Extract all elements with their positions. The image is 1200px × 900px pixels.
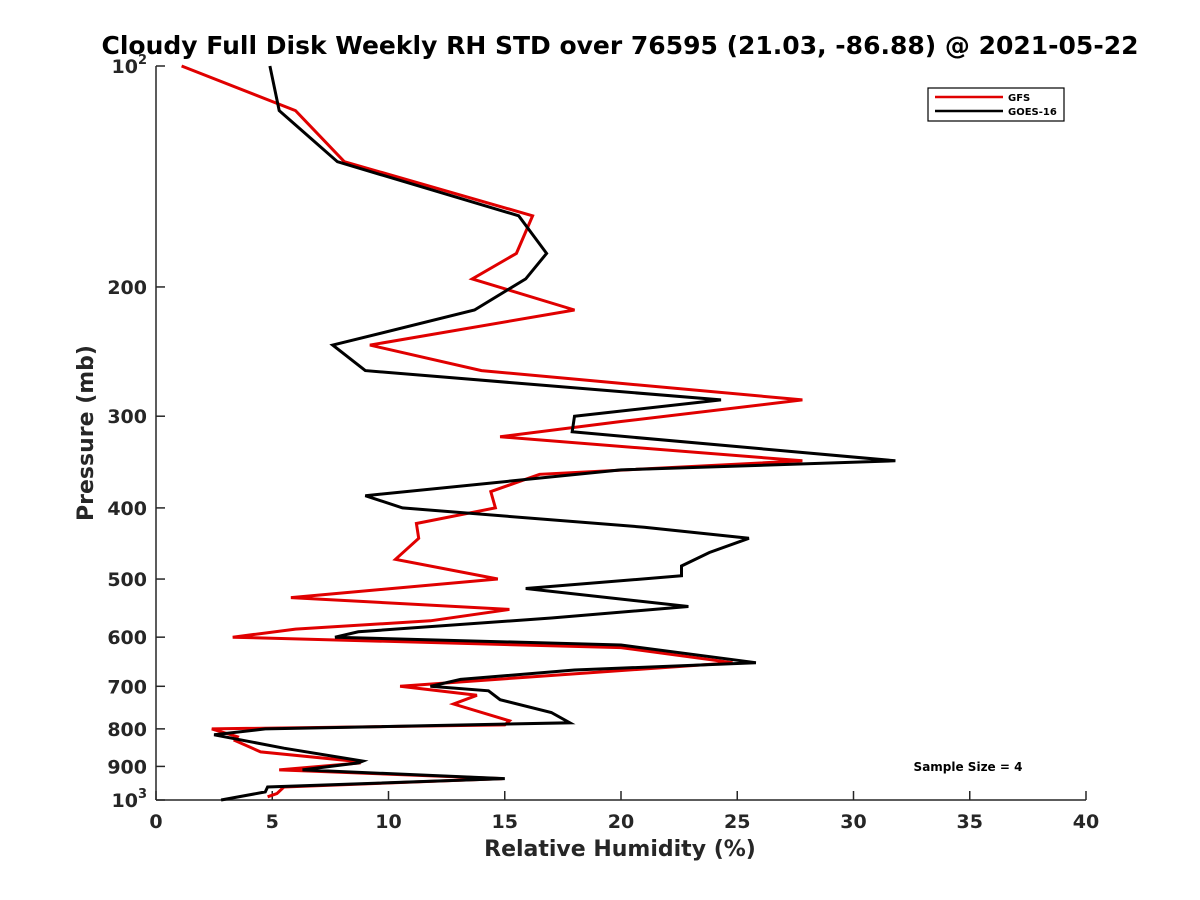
series-lines <box>181 64 896 802</box>
y-tick-label: 800 <box>107 719 147 741</box>
x-axis-label: Relative Humidity (%) <box>484 837 756 862</box>
legend-label-goes16: GOES-16 <box>1008 107 1057 118</box>
y-tick-label: 102 <box>112 53 148 78</box>
x-tick-label: 25 <box>724 811 750 833</box>
plot-area: 0 5 10 15 20 25 30 35 40 102 200 300 400 500 600 700 80… <box>107 53 1099 833</box>
y-tick-label: 700 <box>107 676 147 698</box>
y-tick-label: 400 <box>107 498 147 520</box>
y-tick-label: 103 <box>112 787 148 812</box>
legend-label-gfs: GFS <box>1008 93 1030 104</box>
x-tick-label: 20 <box>608 811 634 833</box>
x-tick-label: 40 <box>1073 811 1099 833</box>
x-tick-label: 30 <box>840 811 866 833</box>
series-line-goes-16 <box>213 65 896 802</box>
y-tick-label: 900 <box>107 756 147 778</box>
y-tick-label: 500 <box>107 569 147 591</box>
x-tick-label: 0 <box>149 811 162 833</box>
x-tick-label: 15 <box>492 811 518 833</box>
sample-size-annotation: Sample Size = 4 <box>914 760 1023 774</box>
legend-box <box>927 87 1065 122</box>
legend: GFS GOES-16 <box>927 87 1065 122</box>
y-tick-label: 300 <box>107 406 147 428</box>
x-ticks: 0 5 10 15 20 25 30 35 40 <box>149 791 1099 833</box>
y-tick-label: 600 <box>107 627 147 649</box>
series-line-gfs <box>181 64 803 799</box>
chart-title: Cloudy Full Disk Weekly RH STD over 7659… <box>101 31 1138 60</box>
x-tick-label: 35 <box>957 811 983 833</box>
x-tick-label: 5 <box>266 811 279 833</box>
x-tick-label: 10 <box>375 811 401 833</box>
y-tick-label: 200 <box>107 277 147 299</box>
y-axis-label: Pressure (mb) <box>74 345 99 521</box>
y-ticks: 102 200 300 400 500 600 700 800 900 103 <box>107 53 165 812</box>
